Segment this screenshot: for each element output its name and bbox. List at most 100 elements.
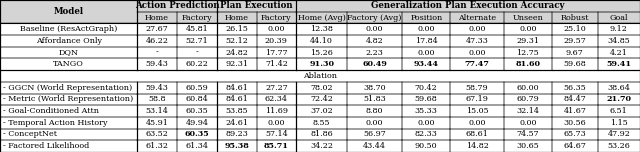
Text: Factory: Factory — [182, 14, 212, 22]
Text: 57.14: 57.14 — [265, 130, 288, 138]
Text: 4.82: 4.82 — [365, 37, 383, 45]
Text: 44.10: 44.10 — [310, 37, 333, 45]
Bar — [552, 93, 598, 105]
Text: 45.91: 45.91 — [145, 119, 168, 127]
Bar — [177, 35, 217, 47]
Bar — [347, 23, 402, 35]
Text: 52.12: 52.12 — [225, 37, 248, 45]
Bar — [504, 59, 552, 70]
Bar — [402, 23, 451, 35]
Bar — [504, 105, 552, 117]
Text: 41.67: 41.67 — [563, 107, 586, 115]
Text: 47.33: 47.33 — [465, 37, 488, 45]
Text: 59.41: 59.41 — [606, 60, 632, 68]
Bar — [296, 12, 347, 23]
Bar — [137, 93, 177, 105]
Bar — [217, 105, 257, 117]
Bar — [347, 47, 402, 59]
Text: Factory: Factory — [261, 14, 292, 22]
Bar — [0, 47, 137, 59]
Bar — [257, 23, 296, 35]
Bar — [347, 105, 402, 117]
Text: 47.92: 47.92 — [607, 130, 630, 138]
Bar — [137, 105, 177, 117]
Bar — [137, 0, 217, 12]
Text: 34.85: 34.85 — [607, 37, 630, 45]
Text: 17.84: 17.84 — [415, 37, 438, 45]
Text: 11.69: 11.69 — [265, 107, 288, 115]
Bar — [217, 35, 257, 47]
Bar — [296, 23, 347, 35]
Text: Affordance Only: Affordance Only — [36, 37, 102, 45]
Bar — [217, 140, 257, 152]
Text: 84.61: 84.61 — [225, 95, 248, 103]
Bar — [598, 93, 640, 105]
Text: -: - — [156, 49, 159, 57]
Text: Unseen: Unseen — [513, 14, 543, 22]
Bar — [598, 82, 640, 93]
Bar — [217, 23, 257, 35]
Text: 0.00: 0.00 — [519, 119, 536, 127]
Bar — [137, 59, 177, 70]
Bar — [451, 93, 504, 105]
Bar — [177, 129, 217, 140]
Text: 60.00: 60.00 — [516, 84, 539, 92]
Bar — [257, 140, 296, 152]
Bar — [217, 12, 257, 23]
Bar — [402, 117, 451, 129]
Bar — [451, 23, 504, 35]
Text: - Factored Likelihood: - Factored Likelihood — [3, 142, 89, 150]
Bar — [177, 59, 217, 70]
Text: 24.61: 24.61 — [225, 119, 248, 127]
Bar — [552, 140, 598, 152]
Text: 4.21: 4.21 — [610, 49, 628, 57]
Bar — [402, 82, 451, 93]
Text: 58.79: 58.79 — [466, 84, 488, 92]
Text: 53.14: 53.14 — [145, 107, 168, 115]
Bar — [296, 82, 347, 93]
Bar — [402, 93, 451, 105]
Bar — [137, 82, 177, 93]
Bar — [598, 105, 640, 117]
Text: 8.55: 8.55 — [313, 119, 330, 127]
Text: 74.57: 74.57 — [516, 130, 539, 138]
Bar — [347, 12, 402, 23]
Text: 59.68: 59.68 — [415, 95, 438, 103]
Bar — [137, 23, 177, 35]
Bar — [598, 140, 640, 152]
Bar — [402, 12, 451, 23]
Bar — [402, 35, 451, 47]
Bar — [552, 105, 598, 117]
Bar — [257, 117, 296, 129]
Text: 64.67: 64.67 — [563, 142, 586, 150]
Bar — [552, 129, 598, 140]
Text: 34.22: 34.22 — [310, 142, 333, 150]
Bar — [137, 35, 177, 47]
Text: - GGCN (World Representation): - GGCN (World Representation) — [3, 84, 132, 92]
Text: 92.31: 92.31 — [225, 60, 248, 68]
Text: 71.42: 71.42 — [265, 60, 288, 68]
Text: 8.80: 8.80 — [366, 107, 383, 115]
Bar — [217, 117, 257, 129]
Text: 0.00: 0.00 — [468, 25, 486, 33]
Text: 90.50: 90.50 — [415, 142, 438, 150]
Bar — [296, 140, 347, 152]
Bar — [0, 59, 137, 70]
Bar — [0, 35, 137, 47]
Text: 27.27: 27.27 — [265, 84, 288, 92]
Text: 93.44: 93.44 — [413, 60, 439, 68]
Text: 25.10: 25.10 — [563, 25, 586, 33]
Text: 15.26: 15.26 — [310, 49, 333, 57]
Bar — [451, 12, 504, 23]
Text: 81.86: 81.86 — [310, 130, 333, 138]
Text: 70.42: 70.42 — [415, 84, 438, 92]
Bar — [347, 82, 402, 93]
Text: 63.52: 63.52 — [145, 130, 168, 138]
Text: 81.60: 81.60 — [515, 60, 540, 68]
Bar — [451, 59, 504, 70]
Bar — [217, 129, 257, 140]
Bar — [296, 93, 347, 105]
Text: Action Prediction: Action Prediction — [134, 1, 220, 10]
Text: 12.38: 12.38 — [310, 25, 333, 33]
Bar — [504, 140, 552, 152]
